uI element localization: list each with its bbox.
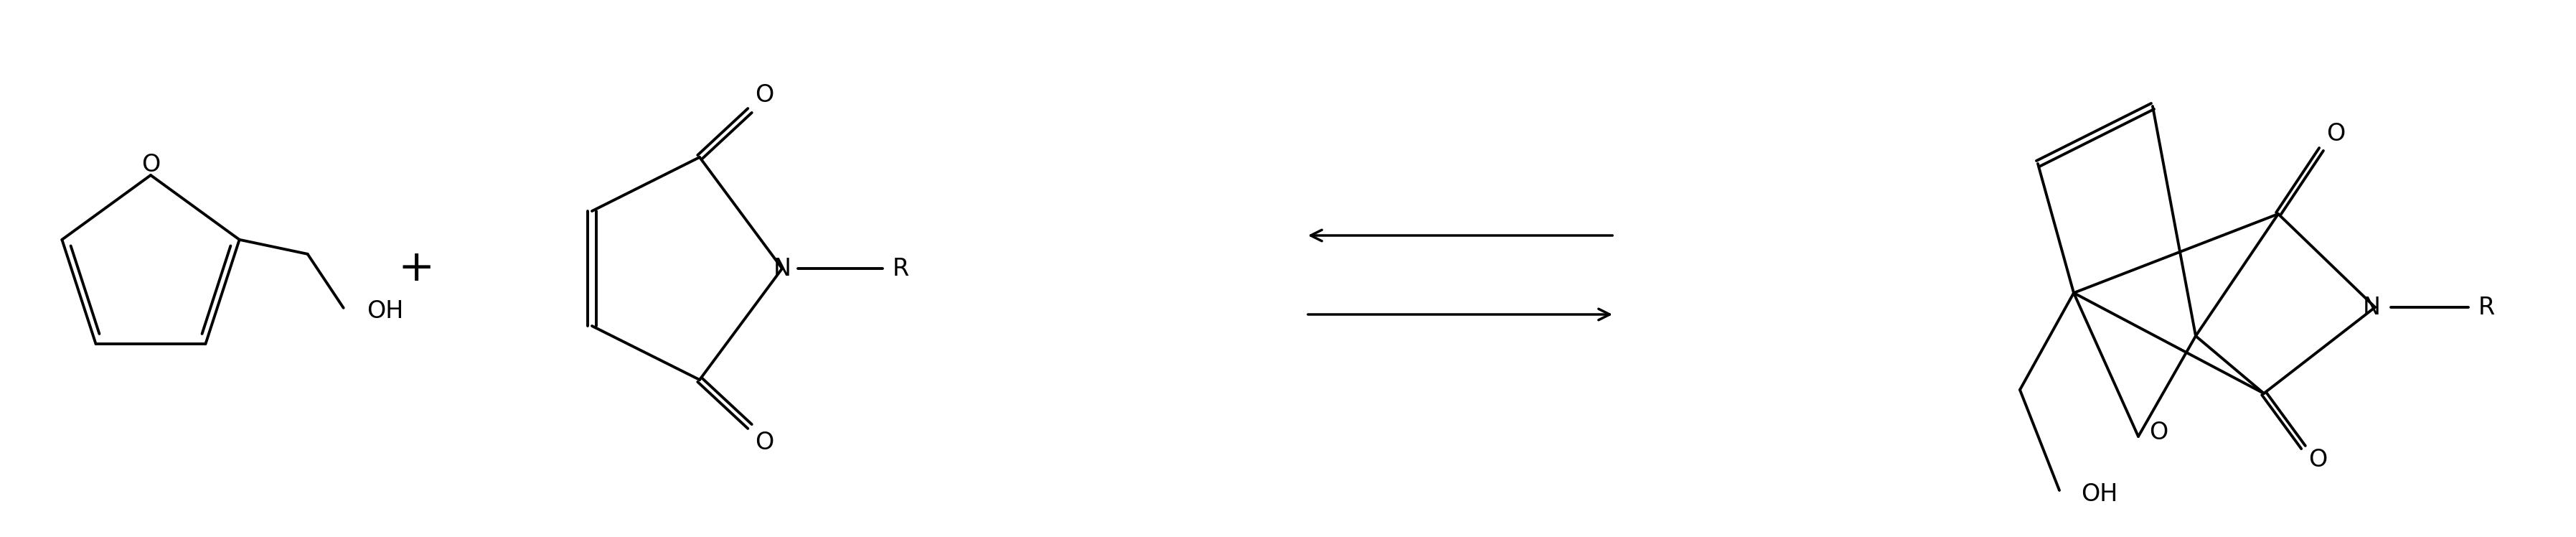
Text: OH: OH bbox=[2081, 482, 2117, 506]
Text: O: O bbox=[2308, 448, 2326, 472]
Text: O: O bbox=[755, 83, 773, 107]
Text: O: O bbox=[755, 430, 773, 454]
Text: N: N bbox=[773, 257, 791, 280]
Text: O: O bbox=[142, 153, 160, 176]
Text: R: R bbox=[2478, 295, 2494, 319]
Text: O: O bbox=[2326, 122, 2344, 146]
Text: O: O bbox=[2148, 421, 2169, 445]
Text: OH: OH bbox=[366, 300, 404, 323]
Text: N: N bbox=[2362, 295, 2380, 319]
Text: +: + bbox=[397, 248, 435, 289]
Text: R: R bbox=[891, 257, 909, 280]
